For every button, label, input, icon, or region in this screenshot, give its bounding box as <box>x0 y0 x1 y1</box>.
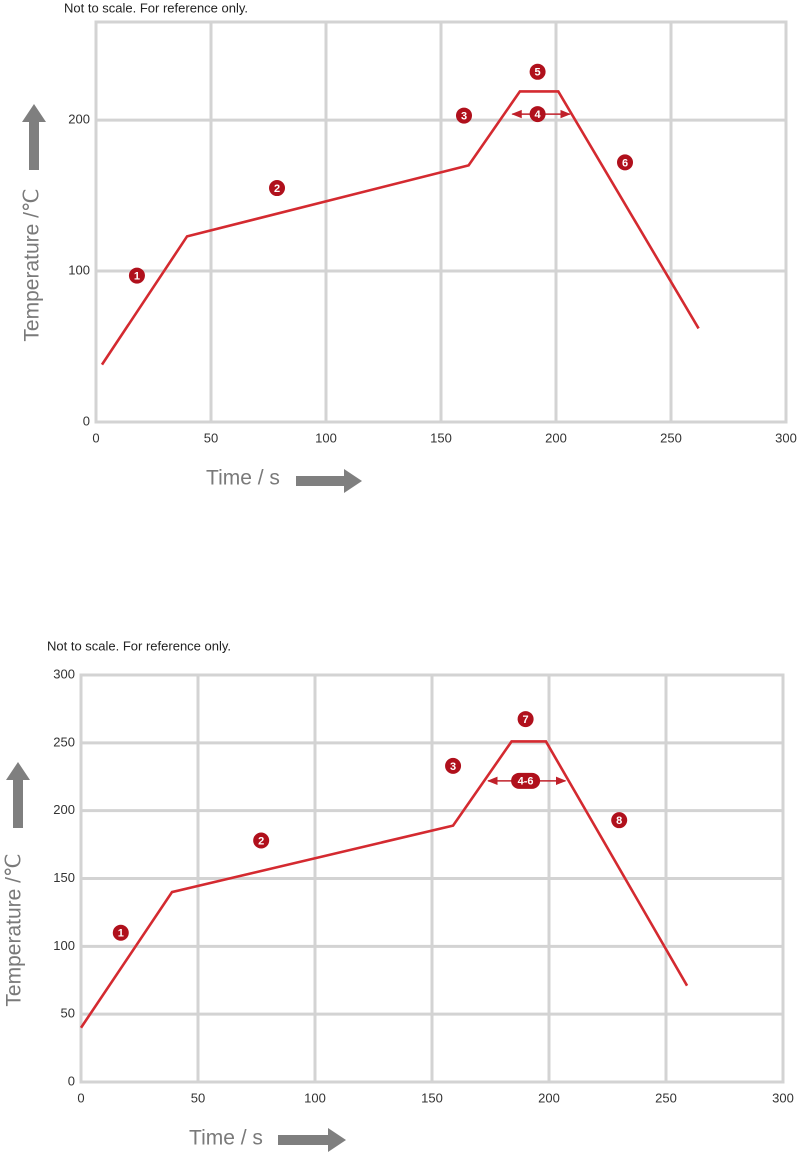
annotation-label: 2 <box>274 183 280 195</box>
x-tick-label: 150 <box>430 430 452 445</box>
annotation-badge <box>529 106 546 123</box>
annotation-label: 3 <box>450 761 456 773</box>
y-tick-label: 100 <box>68 262 90 277</box>
annotation-badge <box>611 812 628 829</box>
annotation-badge <box>128 267 145 284</box>
annotation-label: 8 <box>616 815 622 827</box>
annotation-label: 7 <box>523 714 529 726</box>
annotation-badge <box>617 154 633 171</box>
annotation-label: 4-6 <box>518 776 534 788</box>
annotation-badge <box>529 63 546 80</box>
x-axis-label: Time / s <box>206 467 280 490</box>
x-tick-label: 300 <box>775 430 797 445</box>
y-axis-label: Temperature /℃ <box>21 188 44 341</box>
y-tick-label: 200 <box>68 112 90 127</box>
y-tick-label: 0 <box>68 1073 75 1088</box>
chart-note: Not to scale. For reference only. <box>47 638 231 653</box>
annotation-badge <box>253 832 270 849</box>
annotation-badge <box>112 924 129 941</box>
x-tick-label: 100 <box>315 430 337 445</box>
annotation-badge <box>269 180 286 197</box>
chart-panel: Not to scale. For reference only. 0 50 100 1… <box>3 638 794 1152</box>
y-tick-label: 100 <box>53 938 75 953</box>
x-tick-label: 0 <box>92 430 99 445</box>
annotation-label: 6 <box>622 157 628 169</box>
y-tick-label: 250 <box>53 734 75 749</box>
annotation-label: 2 <box>258 835 264 847</box>
y-tick-label: 300 <box>53 666 75 681</box>
annotation-badge <box>456 107 472 124</box>
annotation-label: 1 <box>134 270 140 282</box>
x-axis-arrow <box>296 469 362 493</box>
x-tick-label: 50 <box>204 430 218 445</box>
x-axis-arrow <box>278 1128 346 1152</box>
annotation-label: 5 <box>535 67 541 79</box>
annotation-badge <box>445 757 462 774</box>
y-axis-arrow <box>22 104 46 170</box>
y-axis-label: Temperature /℃ <box>3 853 26 1006</box>
x-tick-label: 50 <box>191 1090 205 1105</box>
x-tick-label: 150 <box>421 1090 443 1105</box>
chart-panel: Not to scale. For reference only.0 50 100 1… <box>21 0 797 493</box>
annotation-label: 1 <box>118 928 124 940</box>
x-tick-label: 200 <box>545 430 567 445</box>
x-tick-label: 200 <box>538 1090 560 1105</box>
x-tick-label: 100 <box>304 1090 326 1105</box>
y-tick-label: 200 <box>53 802 75 817</box>
annotation-badge <box>517 711 534 728</box>
x-tick-label: 300 <box>772 1090 794 1105</box>
annotation-label: 4 <box>535 109 542 121</box>
y-tick-label: 0 <box>83 413 90 428</box>
annotation-label: 3 <box>461 110 467 122</box>
y-tick-label: 150 <box>53 870 75 885</box>
temperature-line <box>100 90 700 366</box>
temperature-line <box>79 740 689 1029</box>
x-tick-label: 0 <box>77 1090 84 1105</box>
chart-note: Not to scale. For reference only. <box>64 0 248 15</box>
x-tick-label: 250 <box>655 1090 677 1105</box>
y-tick-label: 50 <box>61 1006 75 1021</box>
x-tick-label: 250 <box>660 430 682 445</box>
x-axis-label: Time / s <box>189 1127 263 1150</box>
annotation-badge <box>511 772 541 789</box>
y-axis-arrow <box>6 762 30 828</box>
